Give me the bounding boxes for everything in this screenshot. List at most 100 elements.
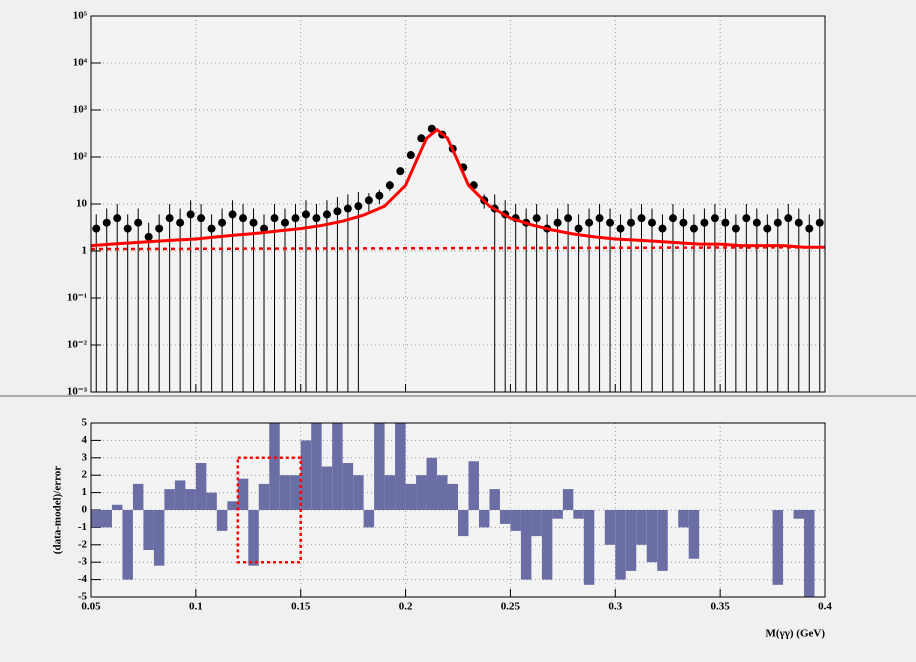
- data-point: [627, 218, 636, 227]
- data-point: [249, 218, 258, 227]
- residual-bar: [227, 501, 238, 510]
- residual-bar: [132, 483, 144, 510]
- residual-bar: [174, 480, 186, 510]
- data-point: [123, 224, 132, 233]
- data-point: [595, 214, 604, 223]
- data-point: [700, 218, 709, 227]
- data-point: [260, 224, 269, 233]
- data-point: [134, 218, 143, 227]
- data-point: [396, 167, 405, 176]
- residual-bar: [384, 475, 396, 510]
- y-tick-label: -2: [78, 538, 88, 550]
- residual-bar: [458, 510, 469, 537]
- residual-bar: [353, 475, 364, 510]
- residual-bar: [636, 510, 647, 545]
- residual-bar: [573, 510, 584, 519]
- data-point: [322, 210, 331, 219]
- residual-bar: [342, 463, 354, 510]
- y-tick-label: 2: [82, 469, 88, 481]
- data-point: [218, 218, 227, 227]
- data-point: [406, 151, 415, 160]
- residual-bar: [804, 510, 815, 597]
- data-point: [742, 214, 751, 223]
- residual-bar: [216, 510, 228, 531]
- residual-bar: [468, 461, 479, 510]
- residual-bar: [321, 466, 333, 510]
- x-axis-label: M(γγ) (GeV): [766, 628, 826, 640]
- residual-bar: [164, 489, 175, 510]
- y-tick-label: 10⁻³: [67, 386, 88, 398]
- data-point: [291, 214, 300, 223]
- data-point: [165, 214, 174, 223]
- data-point: [668, 214, 677, 223]
- residual-bar: [678, 510, 689, 528]
- data-point: [616, 224, 625, 233]
- data-point: [186, 210, 195, 219]
- data-point: [270, 214, 279, 223]
- residual-bar: [153, 510, 165, 566]
- data-point: [417, 134, 426, 143]
- residual-bar: [363, 510, 375, 528]
- residual-bar: [541, 510, 553, 580]
- residual-bar: [269, 423, 280, 510]
- residual-bar: [646, 510, 658, 563]
- residual-bar: [91, 510, 102, 528]
- residual-bar: [300, 440, 312, 510]
- residual-bar: [604, 510, 616, 545]
- data-point: [207, 224, 216, 233]
- y-tick-label: 10⁻¹: [67, 292, 87, 304]
- data-point: [92, 224, 101, 233]
- data-point: [385, 181, 394, 190]
- residual-bar: [290, 475, 301, 510]
- y-tick-label: 4: [82, 434, 88, 446]
- data-point: [532, 214, 541, 223]
- y-tick-label: 10²: [73, 151, 88, 163]
- x-tick-label: 0.25: [501, 601, 521, 613]
- residual-bar: [510, 510, 521, 531]
- data-point: [333, 207, 342, 216]
- plot-border: [90, 15, 826, 393]
- x-tick-label: 0.3: [608, 601, 622, 613]
- data-point: [364, 196, 373, 205]
- data-point: [343, 204, 352, 213]
- y-tick-label: -1: [78, 521, 87, 533]
- residual-bar: [478, 510, 490, 528]
- residual-bar: [562, 489, 574, 510]
- highlight-box: [236, 456, 302, 564]
- data-point: [647, 218, 656, 227]
- y-tick-label: 10³: [73, 104, 88, 116]
- residual-bar: [426, 457, 438, 510]
- residual-bar: [583, 510, 595, 585]
- data-point: [553, 218, 562, 227]
- data-point: [375, 191, 384, 200]
- x-tick-label: 0.05: [81, 601, 101, 613]
- residual-bar: [206, 492, 217, 510]
- residual-bar: [258, 483, 270, 510]
- residual-bar: [311, 423, 322, 510]
- residual-bar: [332, 423, 343, 510]
- residual-bar: [552, 510, 563, 519]
- data-point: [102, 218, 111, 227]
- residual-bar: [237, 478, 249, 510]
- residual-bar: [793, 510, 805, 519]
- x-tick-label: 0.4: [818, 601, 832, 613]
- residual-bar: [657, 510, 668, 571]
- data-point: [606, 218, 615, 227]
- residual-bar: [279, 475, 291, 510]
- data-point: [805, 224, 814, 233]
- y-tick-label: 3: [82, 451, 88, 463]
- residual-bar: [416, 475, 427, 510]
- residual-bar: [688, 510, 700, 559]
- data-point: [658, 224, 667, 233]
- residual-bar: [143, 510, 154, 551]
- residual-bar: [101, 510, 112, 528]
- data-point: [280, 218, 289, 227]
- residual-bar: [772, 510, 784, 585]
- data-point: [773, 218, 782, 227]
- x-tick-label: 0.2: [399, 601, 413, 613]
- data-point: [679, 218, 688, 227]
- data-point: [731, 224, 740, 233]
- data-point: [176, 218, 185, 227]
- residual-bar: [625, 510, 637, 571]
